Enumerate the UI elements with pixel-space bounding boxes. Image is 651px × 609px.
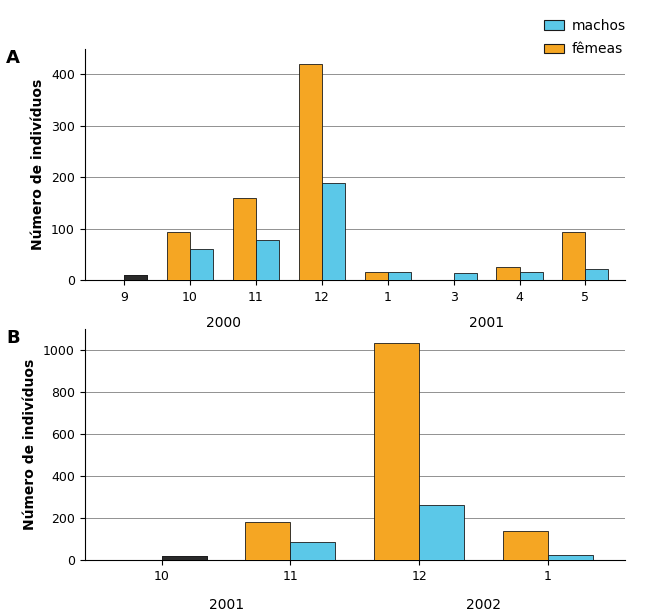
Bar [365,272,388,280]
Bar [124,275,147,280]
Text: meses: meses [327,337,382,352]
Bar [562,232,585,280]
Bar [167,232,190,280]
Bar [256,240,279,280]
Bar [233,198,256,280]
Bar [322,183,345,280]
Text: B: B [6,329,20,347]
Bar [503,531,547,560]
Text: A: A [6,49,20,67]
Bar [299,64,322,280]
Bar [497,267,519,280]
Bar [190,249,213,280]
Bar [585,269,609,280]
Text: 2001: 2001 [469,316,504,330]
Bar [547,555,593,560]
Bar [162,556,207,560]
Text: 2002: 2002 [466,598,501,609]
Bar [519,272,542,280]
Bar [374,343,419,560]
Bar [290,542,335,560]
Y-axis label: Número de indivíduos: Número de indivíduos [23,359,38,530]
Bar [124,275,147,280]
Bar [245,522,290,560]
Bar [162,556,207,560]
Bar [419,505,464,560]
Legend: machos, fêmeas: machos, fêmeas [538,13,631,62]
Text: 2001: 2001 [208,598,243,609]
Bar [388,272,411,280]
Y-axis label: Número de indivíduos: Número de indivíduos [31,79,46,250]
Bar [454,273,477,280]
Text: 2000: 2000 [206,316,240,330]
